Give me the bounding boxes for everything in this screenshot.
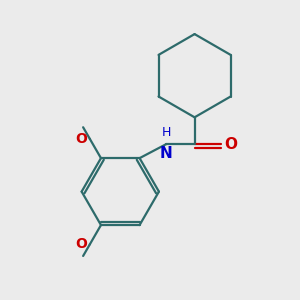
Text: H: H [162,126,171,139]
Text: O: O [224,136,237,152]
Text: methoxy: methoxy [0,299,1,300]
Text: N: N [160,146,173,160]
Text: methoxy: methoxy [0,299,1,300]
Text: methoxy: methoxy [0,299,1,300]
Text: O: O [76,132,87,146]
Text: O: O [76,237,87,251]
